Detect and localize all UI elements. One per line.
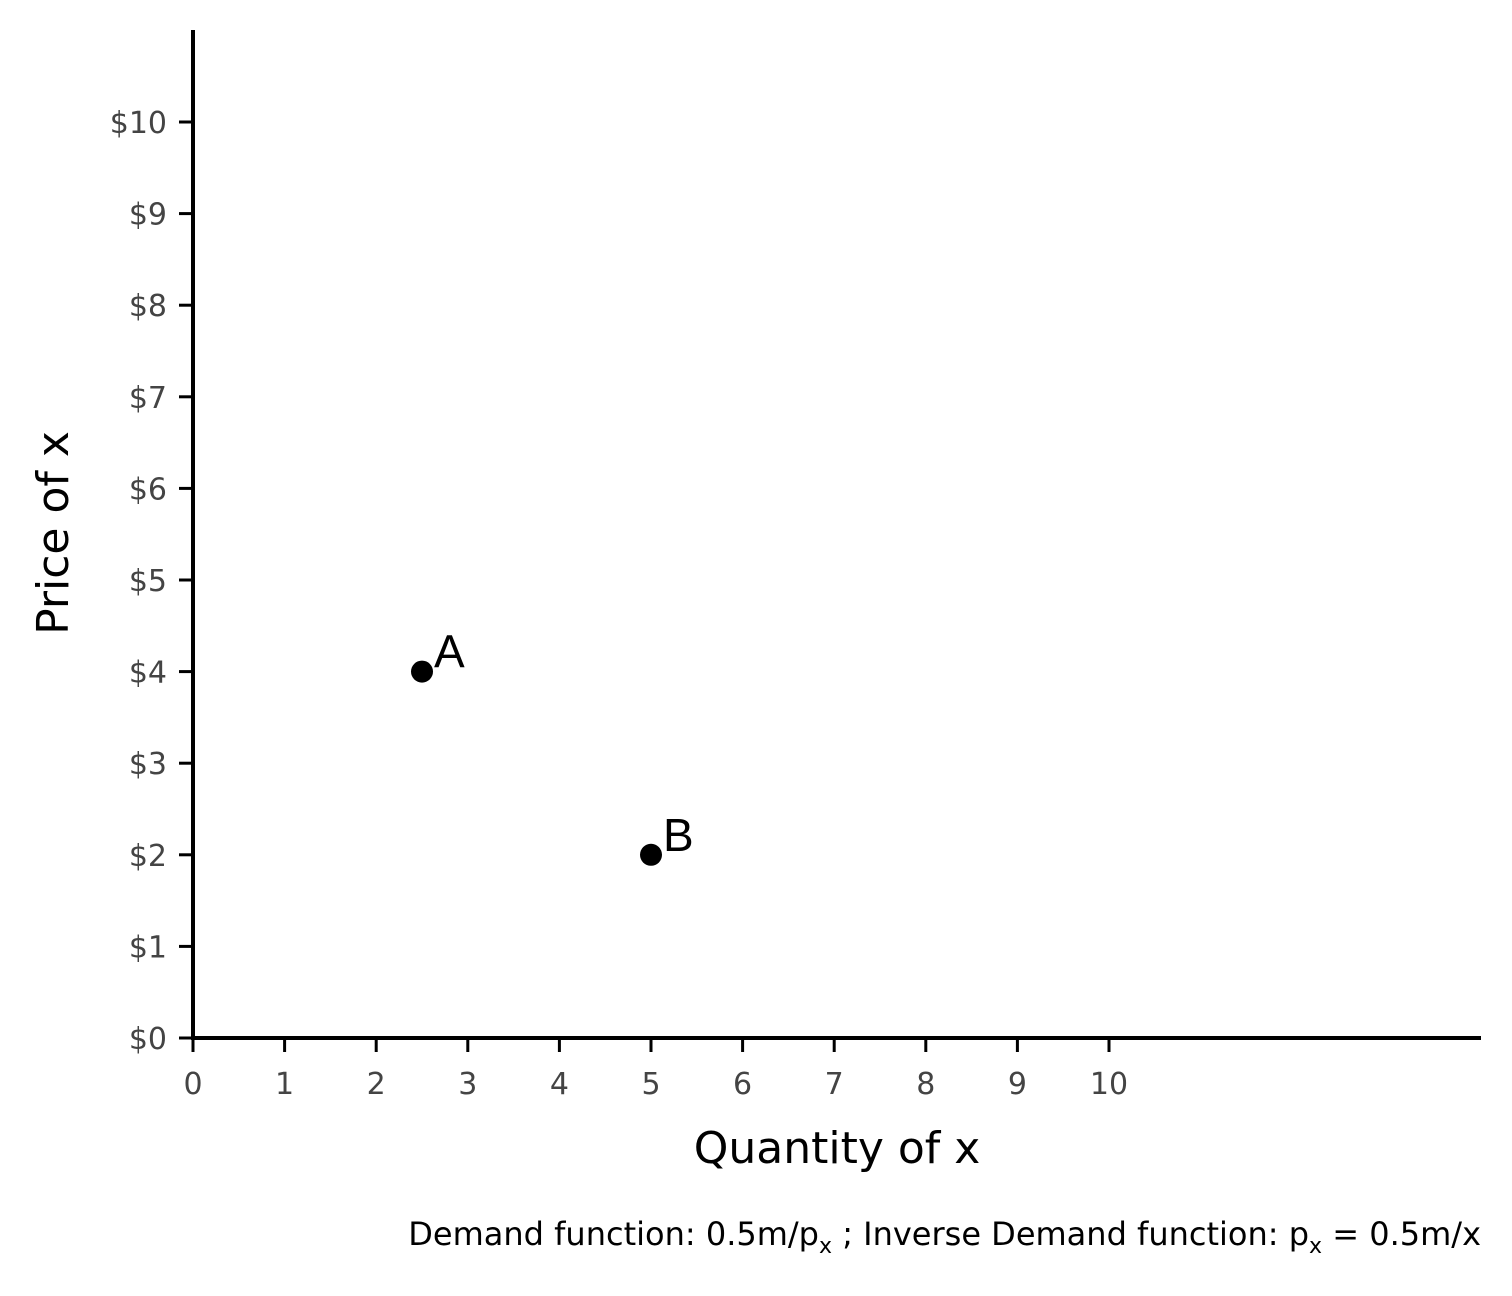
- y-tick-label: $6: [129, 472, 167, 507]
- x-tick-label: 1: [275, 1067, 294, 1102]
- point-a: [411, 660, 433, 683]
- x-tick-label: 0: [183, 1067, 202, 1102]
- caption-part-2: ; Inverse Demand function: p: [832, 1215, 1309, 1253]
- y-tick-label: $7: [129, 381, 167, 416]
- x-tick-label: 2: [367, 1067, 386, 1102]
- x-axis-ticks: 0 1 2 3 4 5 6 7 8 9 10: [183, 1038, 1128, 1102]
- x-tick-label: 5: [641, 1067, 660, 1102]
- y-tick-label: $2: [129, 839, 167, 874]
- caption-subscript-1: x: [819, 1234, 832, 1259]
- y-tick-label: $10: [110, 106, 167, 141]
- x-tick-label: 8: [916, 1067, 935, 1102]
- y-tick-label: $0: [129, 1022, 167, 1057]
- y-tick-label: $5: [129, 564, 167, 599]
- y-axis-ticks: $0 $1 $2 $3 $4 $5 $6 $7 $8 $9 $10: [110, 106, 193, 1057]
- x-tick-label: 6: [733, 1067, 752, 1102]
- y-tick-label: $8: [129, 289, 167, 324]
- caption: Demand function: 0.5m/px ; Inverse Deman…: [408, 1215, 1481, 1259]
- y-tick-label: $9: [129, 198, 167, 233]
- x-tick-label: 10: [1090, 1067, 1128, 1102]
- x-tick-label: 7: [825, 1067, 844, 1102]
- x-tick-label: 3: [458, 1067, 477, 1102]
- y-tick-label: $3: [129, 747, 167, 782]
- point-b-label: B: [663, 809, 694, 861]
- y-axis-title: Price of x: [28, 431, 79, 635]
- y-tick-label: $1: [129, 930, 167, 965]
- data-points: AB: [411, 626, 694, 866]
- y-tick-label: $4: [129, 656, 167, 691]
- x-axis-title: Quantity of x: [694, 1123, 981, 1174]
- x-tick-label: 4: [550, 1067, 569, 1102]
- caption-part-1: Demand function: 0.5m/p: [408, 1215, 819, 1253]
- point-b: [640, 843, 662, 866]
- x-tick-label: 9: [1008, 1067, 1027, 1102]
- caption-subscript-2: x: [1309, 1234, 1322, 1259]
- caption-part-3: = 0.5m/x: [1322, 1215, 1481, 1253]
- point-a-label: A: [434, 626, 465, 678]
